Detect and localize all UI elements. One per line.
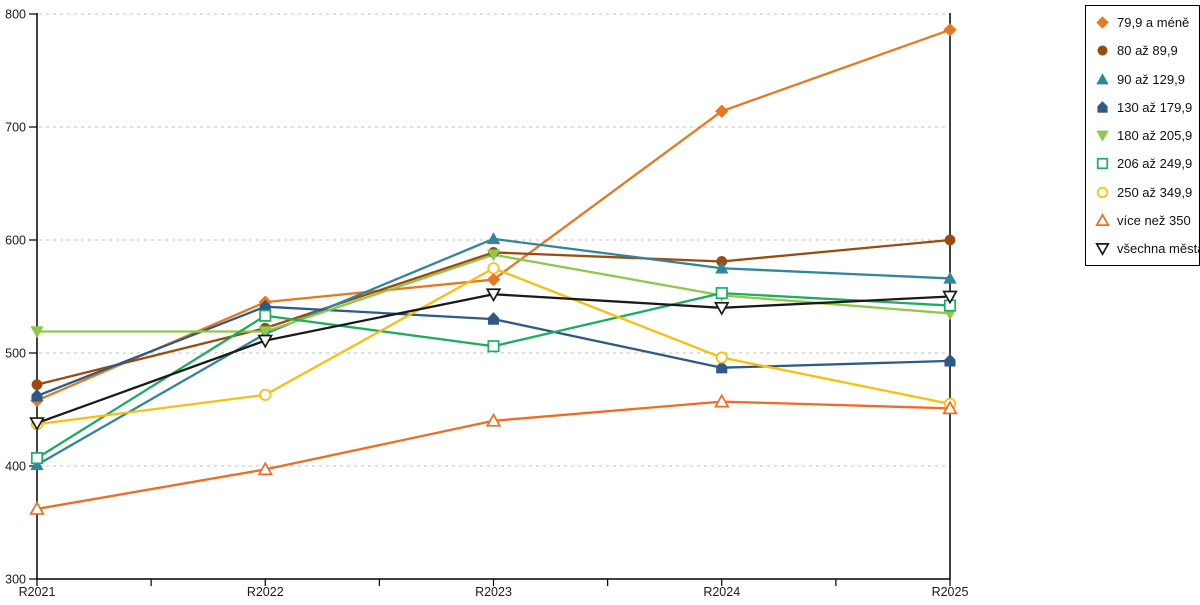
y-tick-label: 600 (5, 234, 26, 248)
legend-item: více než 350 (1095, 213, 1195, 228)
data-point-marker (257, 334, 274, 349)
data-point-marker (715, 351, 728, 364)
x-tick-label: R2023 (475, 585, 512, 599)
data-point-marker (1096, 72, 1109, 84)
data-point-marker (257, 461, 274, 476)
data-point-marker (1095, 212, 1110, 226)
data-point-marker (30, 326, 44, 339)
legend-item: 206 až 249,9 (1095, 156, 1195, 171)
x-tick-label: R2024 (703, 585, 740, 599)
data-point-marker (1097, 100, 1108, 113)
legend-item: 80 až 89,9 (1095, 43, 1195, 58)
data-point-marker (30, 458, 44, 471)
data-point-marker (944, 234, 956, 246)
y-tick-label: 800 (5, 8, 26, 22)
data-point-marker (486, 272, 501, 287)
legend-label: 130 až 179,9 (1117, 99, 1193, 115)
data-point-marker (1095, 243, 1110, 256)
data-point-marker (944, 353, 956, 367)
circle-outline-icon (1095, 185, 1110, 200)
data-point-marker (715, 261, 729, 274)
data-point-marker (30, 452, 44, 465)
data-point-marker (486, 249, 501, 262)
x-tick-label: R2021 (19, 585, 56, 599)
data-point-marker (716, 360, 728, 374)
data-point-marker (31, 379, 43, 391)
square-outline-icon (1095, 156, 1110, 171)
data-point-marker (485, 288, 502, 303)
triangle-up-icon (1095, 72, 1110, 87)
x-tick-label: R2022 (247, 585, 284, 599)
data-point-marker (487, 340, 500, 353)
data-point-marker (1096, 158, 1109, 170)
legend-item: 90 až 129,9 (1095, 72, 1195, 87)
data-point-marker (1097, 45, 1108, 56)
legend-label: 206 až 249,9 (1117, 156, 1193, 172)
legend-label: více než 350 (1117, 212, 1191, 228)
data-point-marker (487, 262, 500, 275)
data-point-marker (259, 388, 272, 401)
data-point-marker (486, 232, 501, 245)
data-point-marker (259, 309, 272, 322)
data-point-marker (713, 393, 730, 408)
pentagon-icon (1095, 100, 1110, 115)
data-point-marker (943, 271, 957, 284)
legend-item: 79,9 a méně (1095, 15, 1195, 30)
legend-item: 180 až 205,9 (1095, 128, 1195, 143)
legend-label: 250 až 349,9 (1117, 184, 1193, 200)
chart-legend: 79,9 a méně 80 až 89,9 90 až 129,9 130 a… (1085, 5, 1200, 266)
y-tick-label: 400 (5, 460, 26, 474)
legend-label: 180 až 205,9 (1117, 128, 1193, 143)
data-point-marker (943, 23, 957, 37)
data-point-marker (487, 312, 500, 325)
data-point-marker (714, 104, 729, 118)
data-point-marker (1096, 186, 1109, 198)
legend-label: všechna města (1117, 241, 1200, 256)
triangle-down-outline-icon (1095, 241, 1110, 256)
data-point-marker (1096, 130, 1109, 142)
data-point-marker (942, 400, 958, 415)
legend-label: 79,9 a méně (1117, 15, 1190, 30)
data-point-marker (29, 501, 45, 515)
y-tick-label: 700 (5, 121, 26, 135)
diamond-icon (1095, 15, 1110, 30)
legend-label: 80 až 89,9 (1117, 43, 1178, 59)
legend-item: všechna města (1095, 241, 1200, 256)
legend-label: 90 až 129,9 (1117, 71, 1185, 87)
data-point-marker (942, 290, 958, 305)
data-point-marker (1096, 16, 1109, 29)
data-point-marker (31, 388, 43, 402)
data-point-marker (713, 301, 730, 316)
legend-item: 130 až 179,9 (1095, 100, 1195, 115)
circle-icon (1095, 43, 1110, 58)
legend-item: 250 až 349,9 (1095, 185, 1195, 200)
data-point-marker (29, 417, 45, 431)
x-tick-label: R2025 (932, 585, 969, 599)
triangle-up-outline-icon (1095, 212, 1110, 228)
y-tick-label: 300 (5, 573, 26, 587)
data-point-marker (258, 326, 272, 339)
y-tick-label: 500 (5, 347, 26, 361)
triangle-down-icon (1095, 128, 1110, 143)
data-point-marker (715, 287, 728, 300)
data-point-marker (485, 412, 502, 427)
